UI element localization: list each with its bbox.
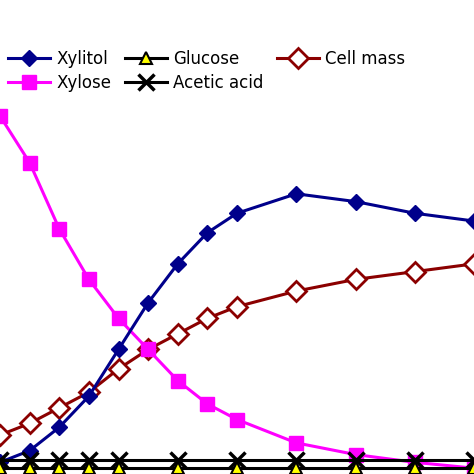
Legend: Xylitol, Xylose, Glucose, Acetic acid, Cell mass: Xylitol, Xylose, Glucose, Acetic acid, C… [9,50,405,92]
